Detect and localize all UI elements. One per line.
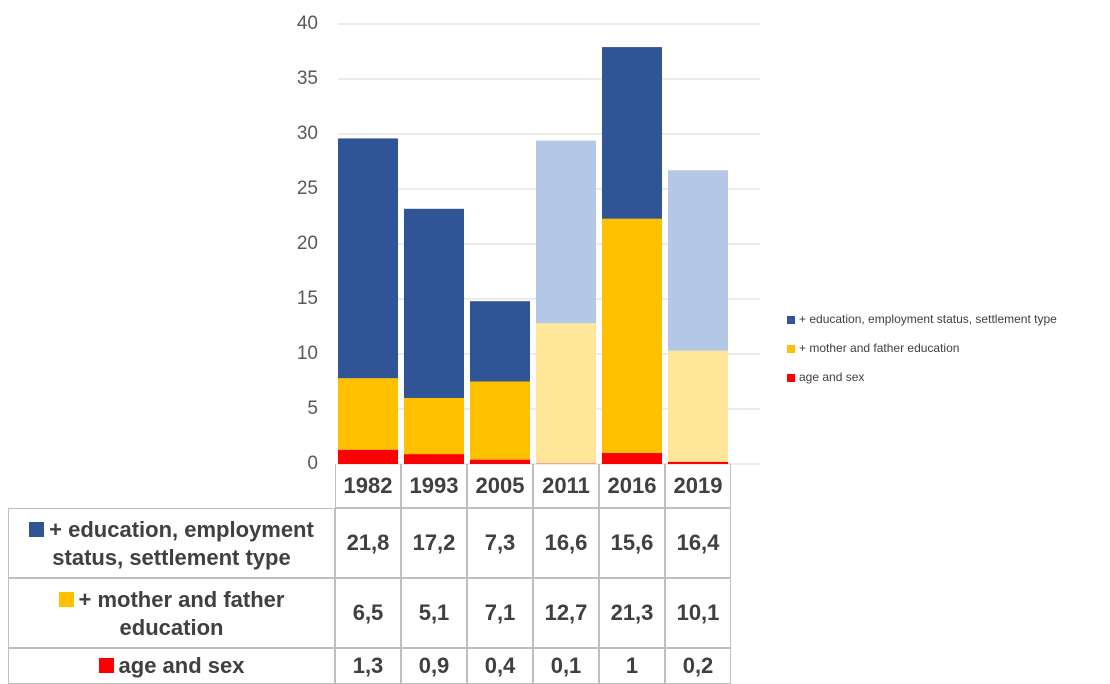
legend-label: + mother and father education: [799, 341, 959, 355]
table-value: 0,1: [533, 648, 599, 684]
table-value: 0,4: [467, 648, 533, 684]
y-tick-label: 40: [297, 13, 318, 34]
table-legend-label: + mother and father education: [8, 578, 335, 648]
table-value: 0,2: [665, 648, 731, 684]
bar-segment: [338, 138, 398, 379]
y-tick-label: 30: [297, 123, 318, 144]
table-value: 7,3: [467, 508, 533, 578]
y-tick-label: 0: [307, 453, 318, 474]
table-value: 7,1: [467, 578, 533, 648]
table-legend-text: age and sex: [118, 653, 245, 678]
table-legend-swatch: [29, 522, 45, 537]
table-value: 21,3: [599, 578, 665, 648]
x-tick-label: 2011: [533, 464, 599, 508]
x-tick-label: 2005: [467, 464, 533, 508]
bar-segment: [668, 350, 728, 462]
bar-segment: [338, 378, 398, 450]
table-value: 0,9: [401, 648, 467, 684]
y-tick-label: 5: [307, 398, 318, 419]
table-value: 1,3: [335, 648, 401, 684]
table-value: 16,4: [665, 508, 731, 578]
bar-segment: [470, 381, 530, 460]
table-legend-swatch: [98, 658, 114, 673]
table-legend-label: age and sex: [8, 648, 335, 684]
table-value: 15,6: [599, 508, 665, 578]
bar-segment: [602, 218, 662, 453]
table-legend-swatch: [58, 592, 74, 607]
bar-segment: [404, 454, 464, 464]
table-value: 5,1: [401, 578, 467, 648]
bar-segment: [668, 170, 728, 351]
table-value: 6,5: [335, 578, 401, 648]
bar-segment: [536, 140, 596, 324]
legend-label: age and sex: [799, 370, 864, 384]
bar-segment: [338, 449, 398, 464]
legend-swatch: [787, 345, 795, 353]
bar-segment: [536, 462, 596, 464]
bar-segment: [404, 398, 464, 455]
bar-segment: [404, 208, 464, 398]
x-tick-label: 1982: [335, 464, 401, 508]
legend-label: + education, employment status, settleme…: [799, 312, 1057, 326]
y-tick-label: 25: [297, 178, 318, 199]
table-value: 21,8: [335, 508, 401, 578]
bar-segment: [668, 461, 728, 464]
bar-segment: [470, 459, 530, 464]
x-tick-label: 2016: [599, 464, 665, 508]
table-value: 12,7: [533, 578, 599, 648]
y-tick-label: 20: [297, 233, 318, 254]
y-tick-label: 10: [297, 343, 318, 364]
table-value: 10,1: [665, 578, 731, 648]
table-legend-text: + mother and father education: [78, 587, 285, 640]
bar-segment: [536, 323, 596, 463]
table-value: 16,6: [533, 508, 599, 578]
legend-swatch: [787, 316, 795, 324]
table-legend-label: + education, employment status, settleme…: [8, 508, 335, 578]
legend-swatch: [787, 374, 795, 382]
table-value: 17,2: [401, 508, 467, 578]
x-tick-label: 1993: [401, 464, 467, 508]
bar-segment: [470, 301, 530, 382]
table-value: 1: [599, 648, 665, 684]
table-legend-text: + education, employment status, settleme…: [49, 517, 314, 570]
x-tick-label: 2019: [665, 464, 731, 508]
y-tick-label: 15: [297, 288, 318, 309]
bar-segment: [602, 47, 662, 219]
bar-segment: [602, 453, 662, 464]
y-tick-label: 35: [297, 68, 318, 89]
